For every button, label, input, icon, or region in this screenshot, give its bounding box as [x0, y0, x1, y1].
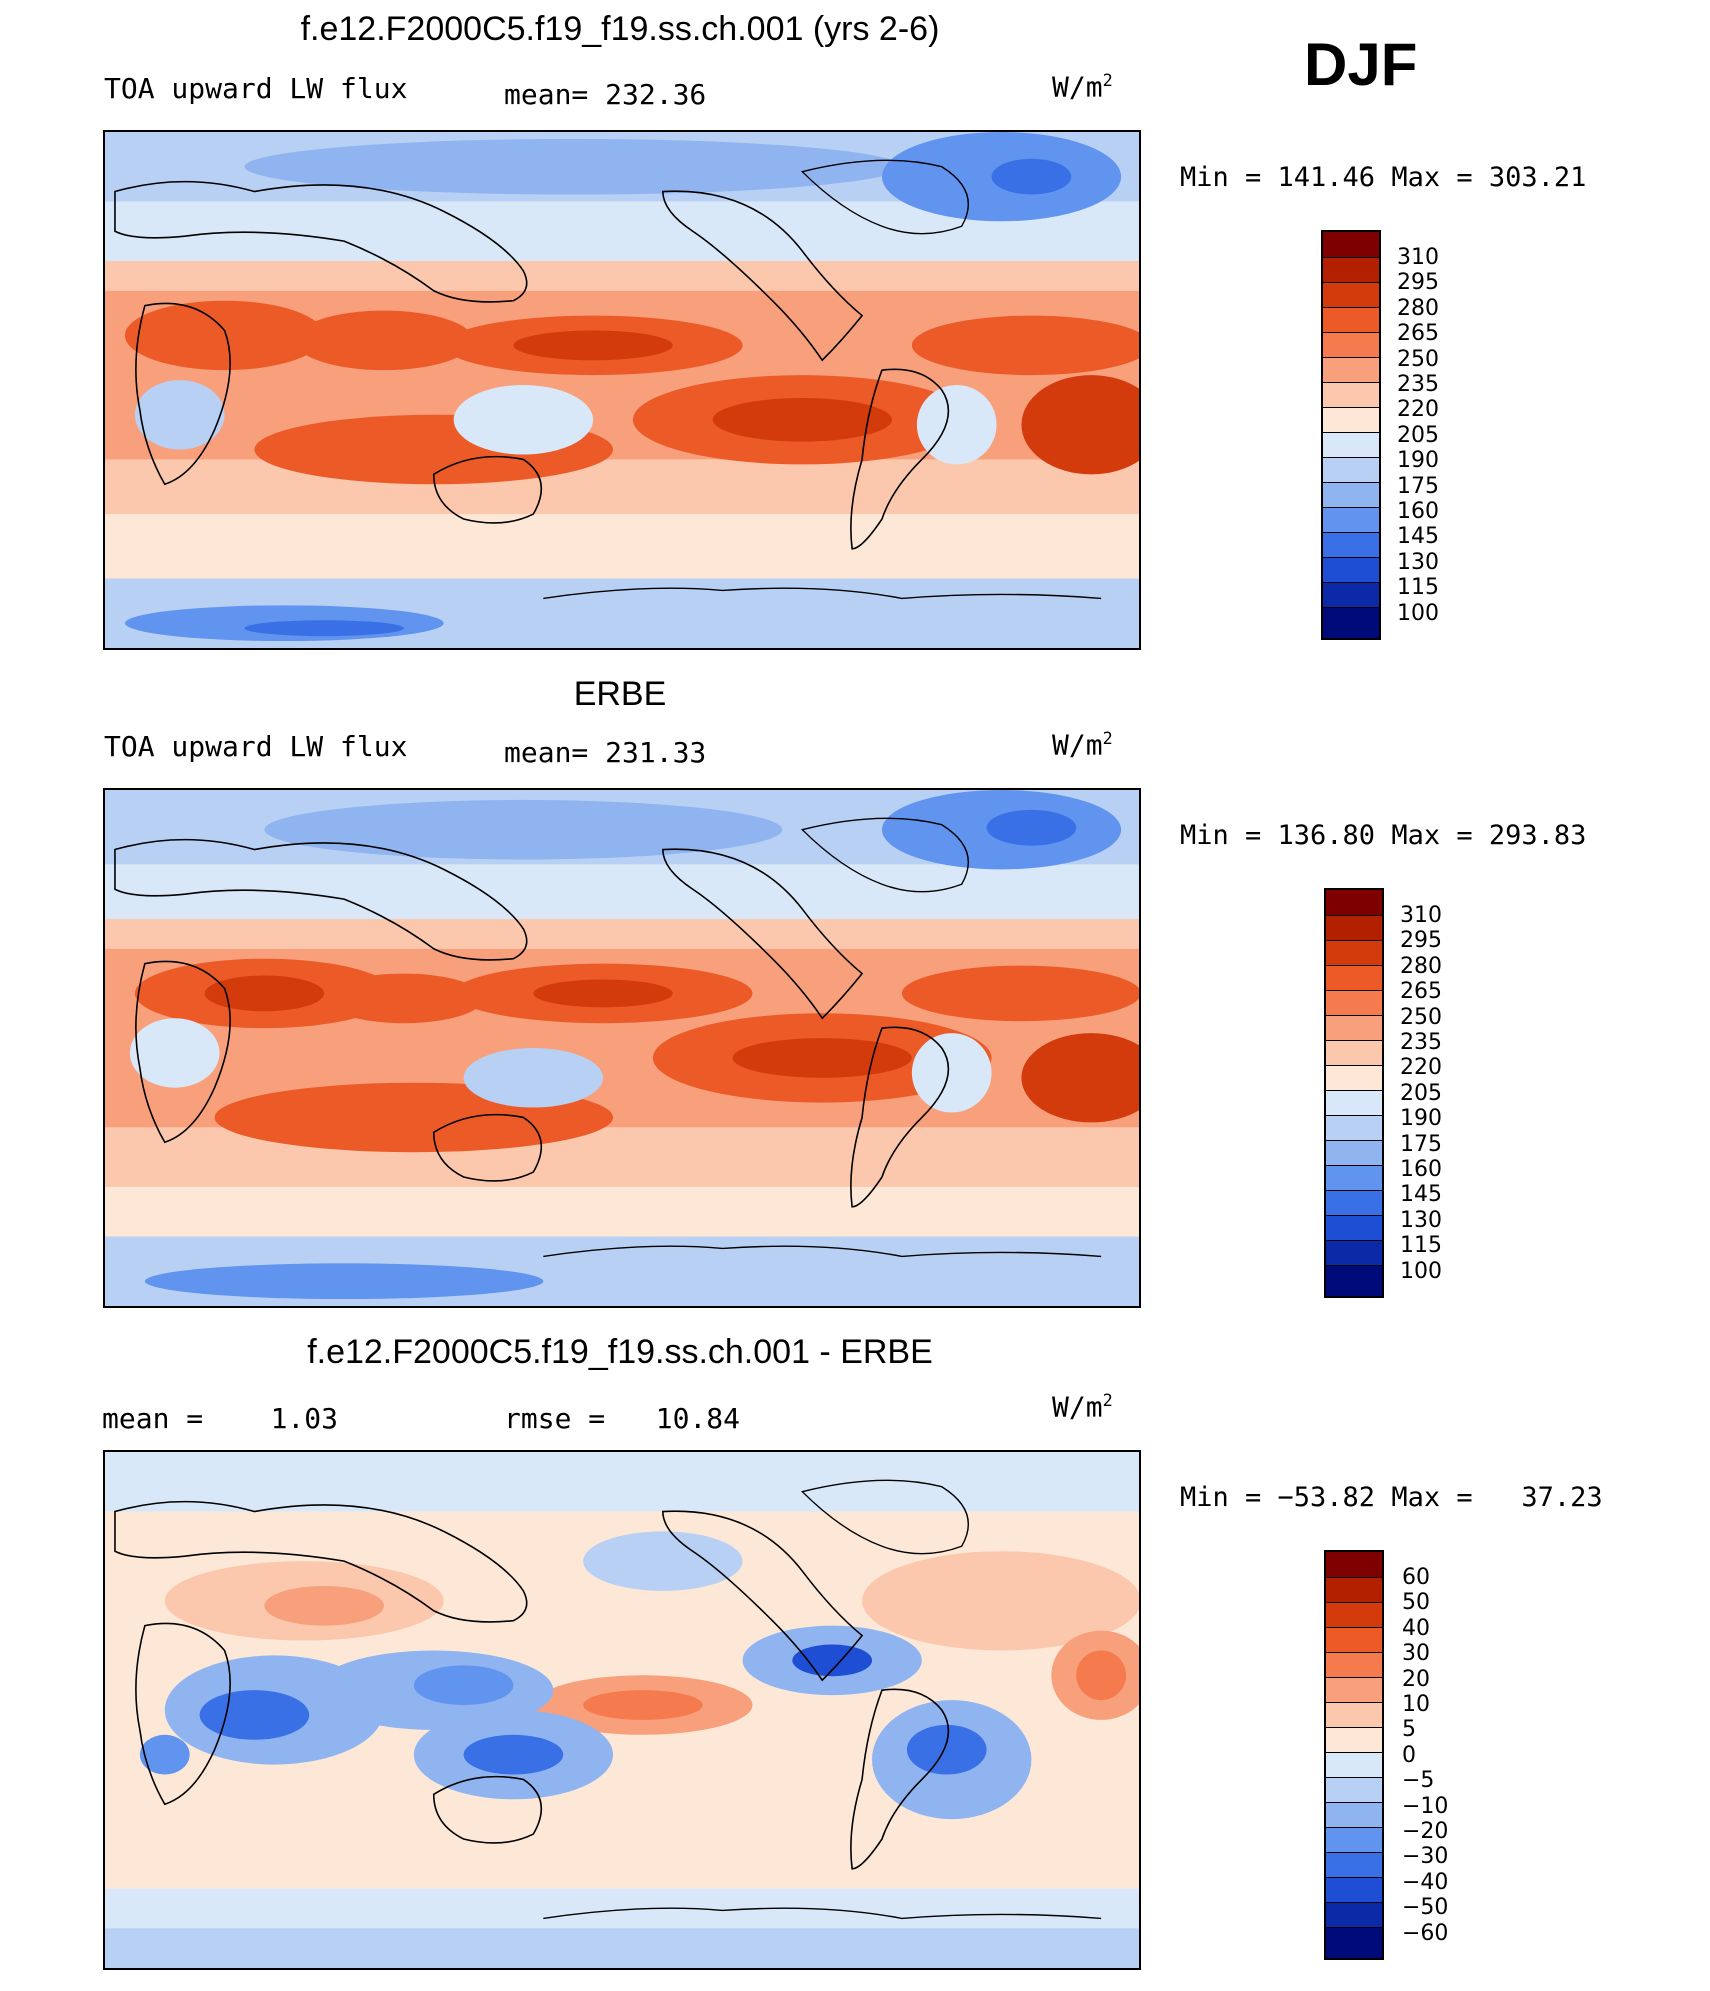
panel-1-colorbar [1321, 230, 1381, 640]
panel-1-mean: mean= 232.36 [504, 78, 707, 111]
panel-3-field [105, 1452, 1139, 1968]
panel-2-colorbar-labels: 310 295 280 265 250 235 220 205 190 175 160 145 … [1400, 903, 1442, 1284]
panel-2-field [105, 790, 1139, 1306]
panel-1-minmax: Min = 141.46 Max = 303.21 [1180, 162, 1587, 193]
panel-2-mean: mean= 231.33 [504, 736, 707, 769]
panel-3-colorbar-labels: 60 50 40 30 20 10 5 0 −5 −10 −20 −30 −40 −50 −60 [1402, 1565, 1449, 1946]
panel-1-units: W/m2 [1052, 70, 1113, 104]
panel-2-colorbar [1324, 888, 1384, 1298]
panel-1-map [103, 130, 1141, 650]
season-label: DJF [1304, 31, 1418, 98]
panel-3-minmax: Min = −53.82 Max = 37.23 [1180, 1482, 1603, 1513]
panel-3-colorbar [1324, 1550, 1384, 1960]
panel-1-variable: TOA upward LW flux [104, 72, 408, 105]
panel-3-mean: mean = 1.03 [102, 1402, 339, 1435]
panel-3-title: f.e12.F2000C5.f19_f19.ss.ch.001 - ERBE [307, 1333, 933, 1371]
panel-2-title: ERBE [573, 675, 667, 713]
panel-1-field [105, 132, 1139, 648]
panel-1-title: f.e12.F2000C5.f19_f19.ss.ch.001 (yrs 2-6… [300, 10, 940, 48]
panel-3-map [103, 1450, 1141, 1970]
panel-3-units: W/m2 [1052, 1390, 1113, 1424]
panel-2-minmax: Min = 136.80 Max = 293.83 [1180, 820, 1587, 851]
panel-3-rmse: rmse = 10.84 [504, 1402, 741, 1435]
panel-2-map [103, 788, 1141, 1308]
panel-1-colorbar-labels: 310 295 280 265 250 235 220 205 190 175 160 145 … [1397, 245, 1439, 626]
panel-2-variable: TOA upward LW flux [104, 730, 408, 763]
panel-2-units: W/m2 [1052, 728, 1113, 762]
